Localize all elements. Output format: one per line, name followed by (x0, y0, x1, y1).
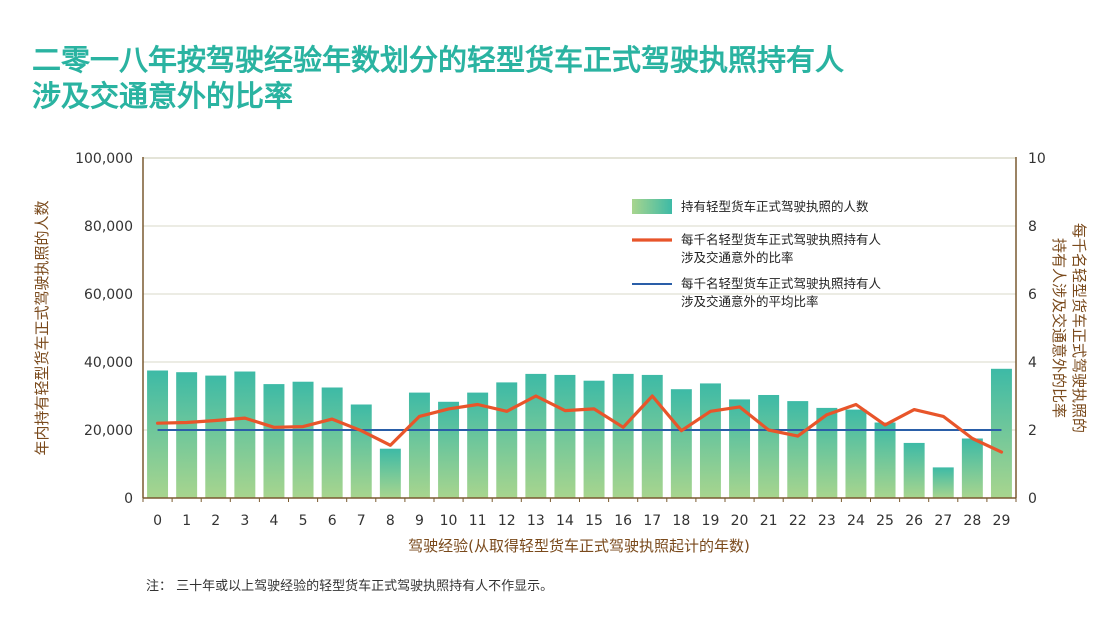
legend-label-rate-line-2: 涉及交通意外的比率 (681, 250, 794, 265)
x-tick-label: 14 (556, 513, 574, 529)
bar (612, 373, 634, 498)
legend-label-bars: 持有轻型货车正式驾驶执照的人数 (681, 199, 869, 214)
x-tick-label: 13 (527, 513, 545, 529)
x-tick-label: 0 (153, 513, 162, 529)
y-right-tick-label: 8 (1028, 219, 1037, 235)
line-series (156, 394, 1004, 454)
x-tick-label: 22 (789, 513, 807, 529)
bar (263, 384, 285, 498)
bar (903, 442, 925, 498)
bar (670, 389, 692, 498)
x-tick-label: 16 (614, 513, 632, 529)
y-left-tick-label: 60,000 (84, 287, 133, 303)
bar (408, 392, 430, 498)
bar (699, 383, 721, 498)
bar (379, 448, 401, 498)
bar (205, 375, 227, 498)
bar (583, 380, 605, 498)
bar (758, 394, 780, 498)
x-tick-label: 8 (386, 513, 395, 529)
x-tick-label: 12 (498, 513, 516, 529)
plot-frame (142, 157, 1017, 502)
y-right-axis-title-line-1: 每千名轻型货车正式驾驶执照的 (1070, 223, 1088, 433)
bar (787, 401, 809, 498)
x-tick-label: 7 (357, 513, 366, 529)
bar (321, 387, 343, 498)
tick-labels: 020,00040,00060,00080,000100,00002468100… (75, 151, 1046, 529)
bar (525, 373, 547, 498)
x-tick-label: 5 (299, 513, 308, 529)
y-left-tick-label: 40,000 (84, 355, 133, 371)
x-tick-label: 4 (269, 513, 278, 529)
x-tick-label: 23 (818, 513, 836, 529)
x-tick-label: 24 (847, 513, 865, 529)
bar (496, 382, 518, 498)
x-tick-label: 29 (993, 513, 1011, 529)
y-right-tick-label: 10 (1028, 151, 1046, 167)
bar (234, 371, 256, 498)
bar (990, 368, 1012, 498)
x-tick-label: 11 (469, 513, 487, 529)
y-left-tick-label: 20,000 (84, 423, 133, 439)
bar (729, 399, 751, 498)
x-tick-label: 1 (182, 513, 191, 529)
bar (350, 404, 372, 498)
x-tick-label: 28 (963, 513, 981, 529)
y-left-axis-title: 年内持有轻型货车正式驾驶执照的人数 (33, 200, 51, 455)
legend-swatch-bars (632, 199, 672, 214)
bar (467, 392, 489, 498)
y-right-tick-label: 6 (1028, 287, 1037, 303)
x-tick-label: 20 (731, 513, 749, 529)
y-right-tick-label: 2 (1028, 423, 1037, 439)
y-left-tick-label: 80,000 (84, 219, 133, 235)
x-tick-label: 17 (643, 513, 661, 529)
y-right-tick-label: 0 (1028, 491, 1037, 507)
x-tick-label: 21 (760, 513, 778, 529)
x-tick-label: 25 (876, 513, 894, 529)
bar-series (147, 368, 1012, 498)
legend-label-average-line-2: 涉及交通意外的平均比率 (681, 294, 819, 309)
bar (641, 374, 663, 498)
bar (874, 422, 896, 498)
x-tick-label: 6 (328, 513, 337, 529)
title-line-1: 二零一八年按驾驶经验年数划分的轻型货车正式驾驶执照持有人 (32, 43, 845, 77)
x-tick-label: 27 (934, 513, 952, 529)
x-tick-label: 3 (240, 513, 249, 529)
footnote: 注： 三十年或以上驾驶经验的轻型货车正式驾驶执照持有人不作显示。 (146, 579, 554, 594)
x-tick-label: 18 (672, 513, 690, 529)
bar (438, 401, 460, 498)
x-tick-label: 26 (905, 513, 923, 529)
legend-label-rate-line-1: 每千名轻型货车正式驾驶执照持有人 (681, 232, 882, 247)
page-title: 二零一八年按驾驶经验年数划分的轻型货车正式驾驶执照持有人 涉及交通意外的比率 (32, 42, 844, 114)
legend: 持有轻型货车正式驾驶执照的人数每千名轻型货车正式驾驶执照持有人涉及交通意外的比率… (632, 199, 882, 309)
x-tick-label: 2 (211, 513, 220, 529)
x-tick-label: 15 (585, 513, 603, 529)
bar (147, 370, 169, 498)
rate-line (156, 394, 1004, 454)
x-tick-label: 10 (440, 513, 458, 529)
bar (845, 409, 867, 498)
x-tick-label: 9 (415, 513, 424, 529)
y-right-axis-title-line-2: 持有人涉及交通意外的比率 (1050, 238, 1068, 418)
bar (932, 467, 954, 498)
axis-titles: 驾驶经验(从取得轻型货车正式驾驶执照起计的年数) 年内持有轻型货车正式驾驶执照的人… (33, 200, 1088, 555)
y-left-tick-label: 100,000 (75, 151, 133, 167)
x-axis-title: 驾驶经验(从取得轻型货车正式驾驶执照起计的年数) (408, 537, 750, 555)
y-right-tick-label: 4 (1028, 355, 1037, 371)
bar (554, 374, 576, 498)
legend-label-average-line-1: 每千名轻型货车正式驾驶执照持有人 (681, 276, 882, 291)
bar (292, 381, 314, 498)
bar (176, 372, 198, 498)
title-line-2: 涉及交通意外的比率 (32, 79, 294, 113)
x-tick-label: 19 (702, 513, 720, 529)
y-left-tick-label: 0 (124, 491, 133, 507)
bar (961, 438, 983, 498)
